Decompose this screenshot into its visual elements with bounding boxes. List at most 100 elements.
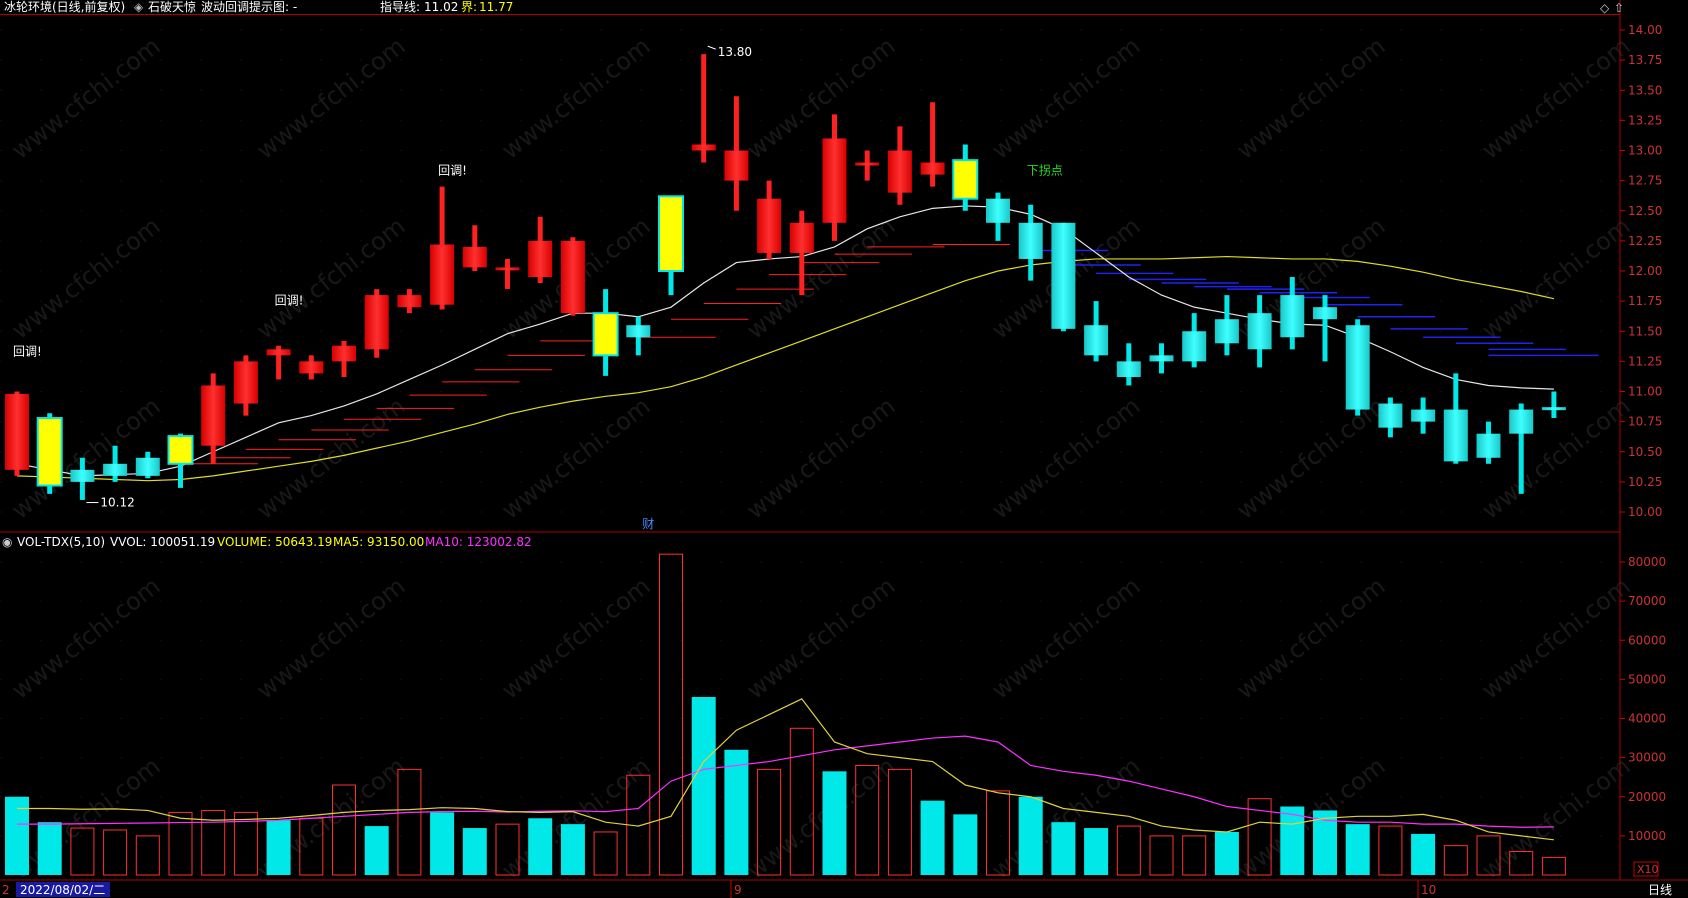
volume-ma-lines (17, 698, 1554, 841)
price-tick-label: 12.00 (1628, 264, 1662, 278)
volume-bar (5, 796, 29, 875)
candle-body (103, 463, 128, 476)
volume-ma10-line (17, 735, 1554, 828)
bound-label: 界: (461, 0, 477, 14)
volume-bar (528, 818, 553, 875)
candle-body (1476, 433, 1501, 458)
volume-bar (560, 824, 585, 875)
volume-bar (953, 814, 978, 875)
volume-bar (201, 809, 226, 876)
volume-bar (430, 812, 455, 875)
volume-tick-label: 40000 (1628, 712, 1666, 726)
volume-tick-label: 80000 (1628, 555, 1666, 569)
candle-body (724, 150, 749, 181)
price-tick-label: 11.75 (1628, 294, 1662, 308)
month-label-oct: 10 (1421, 883, 1436, 897)
volume-bar (37, 822, 62, 875)
volume-bar (332, 784, 356, 876)
volume-bar (1378, 825, 1403, 876)
volume-bar (789, 727, 814, 876)
volume-bar (1345, 824, 1370, 875)
candle-body (1541, 407, 1566, 411)
candle-body (1280, 295, 1305, 338)
annotation-label: 回调! (438, 164, 467, 178)
candle-body (1116, 361, 1141, 378)
candle-body (233, 361, 258, 404)
volume-bar (1149, 835, 1174, 876)
indicator-name[interactable]: 石破天惊 (148, 0, 196, 14)
candle-body (397, 295, 422, 308)
candle-body (1051, 222, 1076, 329)
volume-bar (822, 771, 847, 875)
volume-bar (724, 749, 749, 875)
candle-body (1509, 409, 1534, 434)
annotation-label: 回调! (275, 294, 304, 308)
volume-bar (495, 823, 520, 876)
candle-body (1214, 319, 1239, 344)
candle-body (658, 195, 684, 272)
volume-bar (1084, 828, 1109, 875)
month-label-sep: 9 (734, 883, 742, 897)
candle-body (592, 312, 619, 357)
zoom-box[interactable] (1633, 861, 1659, 877)
vol-indicator-name[interactable]: VOL-TDX(5,10) (17, 535, 105, 549)
candle-body (1378, 403, 1403, 428)
volume-tick-label: 10000 (1628, 829, 1666, 843)
volume-bar (135, 835, 160, 876)
price-tick-label: 10.25 (1628, 475, 1662, 489)
bound-value: 11.77 (479, 0, 513, 14)
candle-body (1149, 355, 1174, 362)
annotation-label: 回调! (13, 344, 42, 358)
candle-body (855, 162, 880, 166)
candle-body (1313, 307, 1337, 320)
settings-icon[interactable]: ◉ (2, 535, 12, 549)
small-icon: ◈ (134, 0, 144, 14)
candle-body (1345, 325, 1370, 410)
high-pointer (707, 45, 716, 50)
volume-tick-label: 60000 (1628, 633, 1666, 647)
volume-bar (1280, 806, 1305, 875)
candle-body (1182, 331, 1207, 362)
diamond-icon[interactable]: ◇ (1600, 1, 1610, 15)
volume-bar (1443, 845, 1468, 876)
candle-body (1411, 409, 1436, 422)
candle-body (5, 393, 29, 470)
price-tick-label: 10.75 (1628, 415, 1662, 429)
guide-value: 11.02 (424, 0, 458, 14)
chart-header: 冰轮环境(日线,前复权) ◈ 石破天惊 波动回调提示图: - 指导线: 11.0… (4, 0, 1624, 15)
candle-body (167, 435, 194, 465)
price-tick-label: 13.75 (1628, 53, 1662, 67)
volume-ma5-line (17, 698, 1554, 841)
volume-bar (986, 790, 1010, 876)
candle-body (364, 295, 389, 350)
candle-body (952, 159, 979, 200)
volume-bar (659, 553, 683, 876)
candle-body (430, 244, 455, 305)
up-arrow-icon[interactable]: ⇧ (1614, 1, 1624, 15)
volume-bar (1509, 851, 1534, 876)
price-tick-label: 14.00 (1628, 23, 1662, 37)
volume-bar (103, 829, 128, 876)
candle-body (560, 240, 585, 314)
volume-bar (266, 820, 291, 875)
ma-yellow-line (16, 255, 1555, 482)
candle-body (495, 267, 520, 271)
candle-body (135, 457, 160, 476)
ma5-value: MA5: 93150.00 (333, 535, 424, 549)
period-label[interactable]: 日线 (1648, 883, 1672, 897)
volume-header: ◉ VOL-TDX(5,10) VVOL: 100051.19 VOLUME: … (2, 535, 532, 549)
volume-bar (233, 811, 258, 876)
volume-bar (397, 768, 422, 876)
candle-body (986, 198, 1010, 223)
candle-body (1084, 325, 1109, 356)
price-tick-label: 11.50 (1628, 324, 1662, 338)
volume-bar (593, 831, 618, 876)
volume-bar (1214, 831, 1239, 875)
price-tick-label: 12.75 (1628, 174, 1662, 188)
hint-label: 波动回调提示图: - (201, 0, 297, 14)
left-mark: 2 (2, 883, 10, 897)
volume-bar (920, 800, 945, 875)
annotations: 回调! 回调! 回调! 下拐点 13.80 10.12 财 (13, 45, 1063, 531)
